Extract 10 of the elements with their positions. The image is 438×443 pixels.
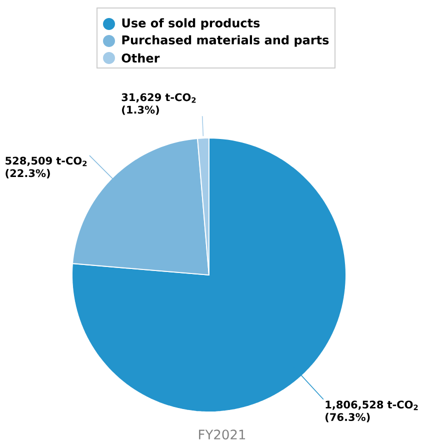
text: FY2021 — [199, 430, 246, 440]
data-label: 1,806,528 t-CO$_{2}$ — [326, 400, 418, 410]
legend-label: Purchased materials and parts — [122, 35, 329, 47]
data-label: 528,509 t-CO$_{2}$ — [6, 156, 87, 166]
legend-label: Other — [122, 53, 160, 63]
text: (76.3%) — [326, 412, 370, 422]
text: (22.3%) — [6, 169, 50, 178]
text: (1.3%) — [122, 106, 159, 115]
data-label: 31,629 t-CO$_{2}$ — [122, 93, 196, 103]
legend-label: Use of sold products — [122, 18, 260, 30]
